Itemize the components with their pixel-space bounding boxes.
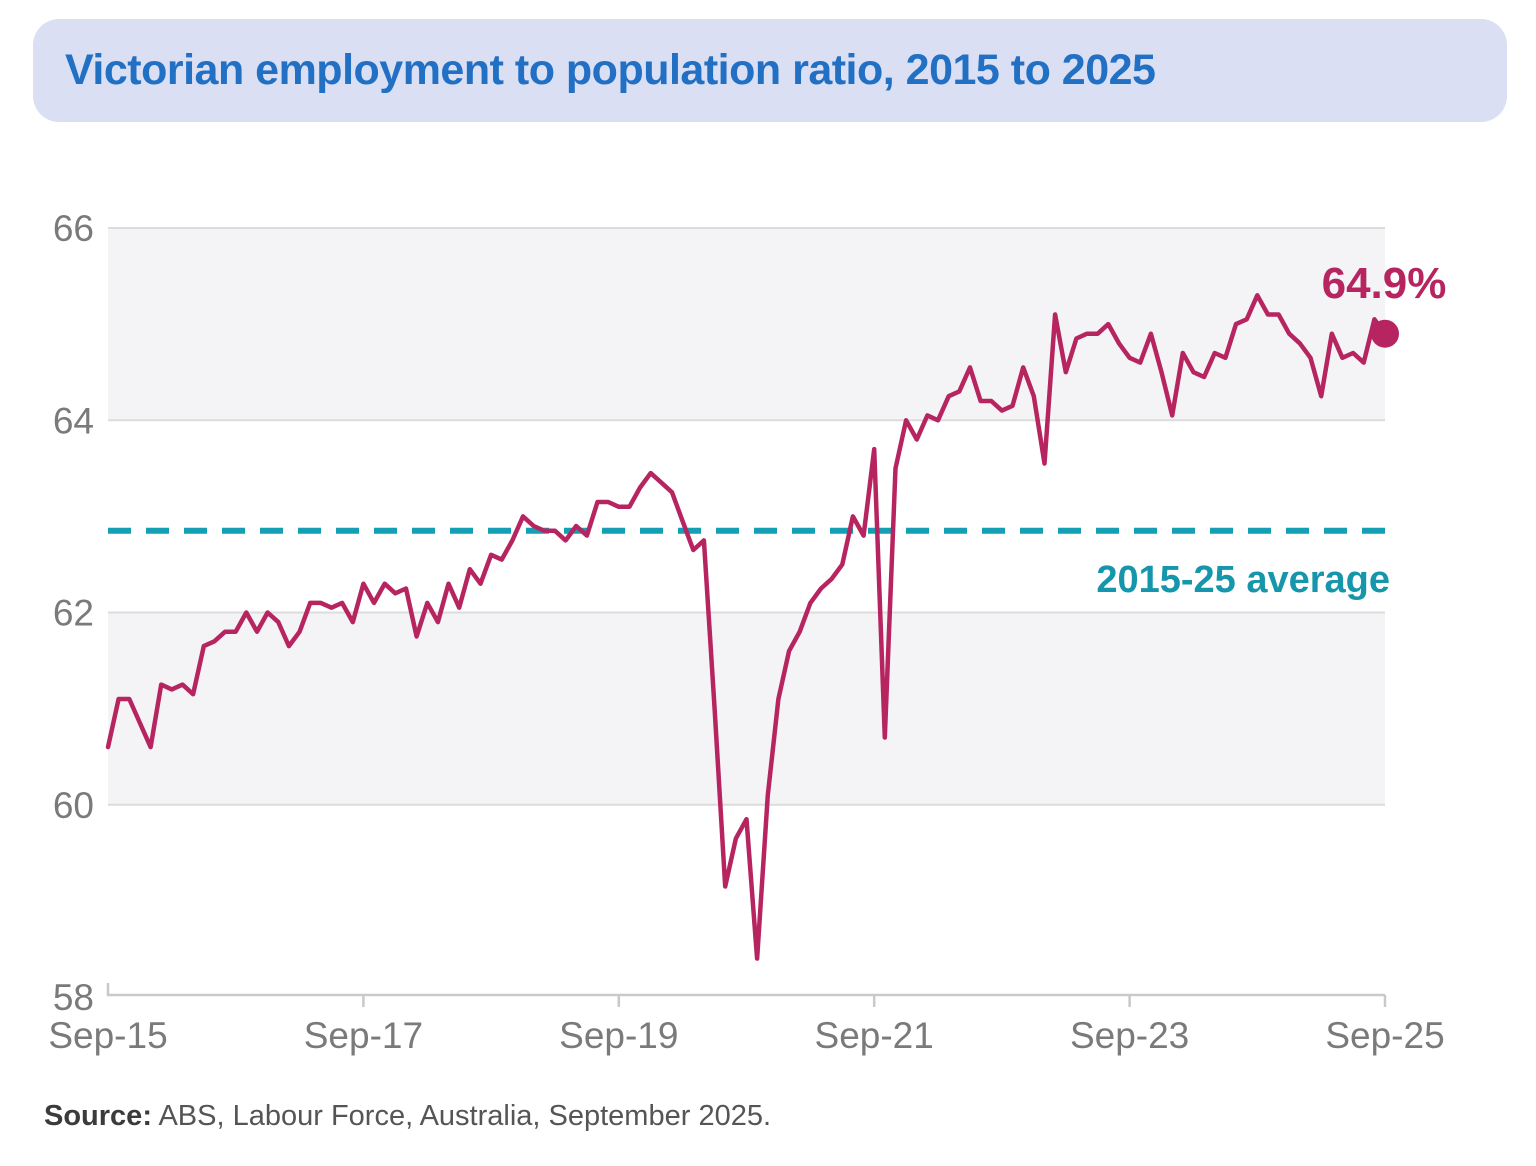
average-line-label: 2015-25 average: [1096, 559, 1390, 601]
x-tick-label: Sep-25: [1325, 1015, 1444, 1056]
source-text: ABS, Labour Force, Australia, September …: [151, 1100, 772, 1132]
shaded-band: [108, 228, 1385, 421]
series-line: [105, 293, 1388, 961]
x-axis: [106, 983, 1385, 997]
x-tick-label: Sep-23: [1070, 1015, 1189, 1056]
y-tick-label: 62: [53, 593, 94, 634]
source-label: Source:: [44, 1100, 152, 1132]
x-tick-label: Sep-19: [559, 1015, 678, 1056]
last-value-label: 64.9%: [1322, 259, 1447, 308]
x-tick-label: Sep-21: [815, 1015, 934, 1056]
y-tick-label: 60: [53, 785, 94, 826]
y-tick-label: 66: [53, 208, 94, 249]
x-tick-label: Sep-15: [48, 1015, 167, 1056]
shaded-band: [108, 612, 1385, 805]
y-tick-label: 58: [53, 977, 94, 1018]
y-tick-label: 64: [53, 400, 94, 441]
chart-layers: 58 60 62 64 66 Sep-15 Sep-17 Sep-19 Sep-21 Sep-23…: [48, 208, 1444, 1056]
page-title: Victorian employment to population ratio…: [65, 46, 1156, 94]
last-point-marker: [1371, 319, 1399, 348]
source-note: Source: ABS, Labour Force, Australia, Se…: [44, 1100, 771, 1133]
x-tick-label: Sep-17: [304, 1015, 423, 1056]
title-banner: Victorian employment to population ratio…: [33, 19, 1507, 122]
